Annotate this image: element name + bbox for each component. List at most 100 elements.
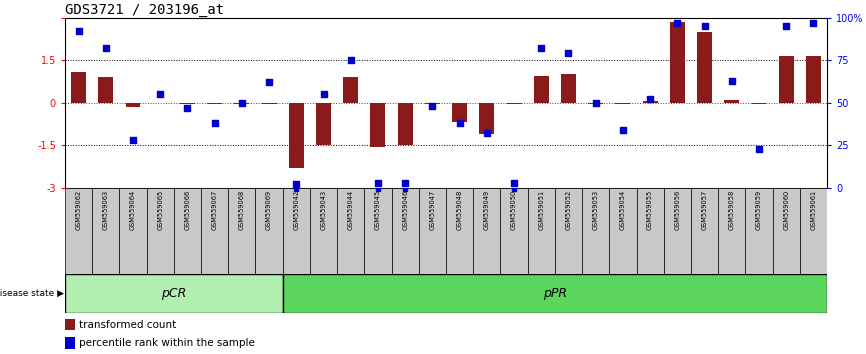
Text: GSM559048: GSM559048 [456, 190, 462, 230]
Bar [616, 103, 630, 104]
Bar [779, 56, 793, 103]
Bar [207, 103, 222, 104]
Point [534, 45, 548, 51]
Bar [92, 188, 120, 274]
Bar [527, 188, 555, 274]
Text: GSM559054: GSM559054 [620, 190, 626, 230]
Bar [371, 103, 385, 147]
Text: GSM559050: GSM559050 [511, 190, 517, 230]
Text: GSM559056: GSM559056 [675, 190, 681, 230]
Bar [71, 72, 86, 103]
Point [643, 96, 657, 102]
Text: disease state ▶: disease state ▶ [0, 289, 64, 298]
Point [779, 23, 793, 29]
Point [616, 127, 630, 133]
Bar [507, 103, 521, 104]
Bar [201, 188, 229, 274]
Point [262, 79, 276, 85]
Bar [146, 188, 174, 274]
Point [72, 28, 86, 34]
Point [208, 120, 222, 126]
Point [235, 100, 249, 105]
Text: GSM559062: GSM559062 [75, 190, 81, 230]
Point [698, 23, 712, 29]
Bar [65, 274, 282, 313]
Bar [806, 56, 821, 103]
Bar [610, 188, 637, 274]
Bar [800, 188, 827, 274]
Bar [310, 188, 337, 274]
Bar [533, 76, 549, 103]
Bar [65, 337, 74, 349]
Bar [561, 74, 576, 103]
Point [453, 120, 467, 126]
Text: GSM559064: GSM559064 [130, 190, 136, 230]
Bar [772, 188, 800, 274]
Bar [691, 188, 718, 274]
Point [289, 181, 303, 187]
Text: GSM559065: GSM559065 [158, 190, 163, 230]
Text: GSM559051: GSM559051 [539, 190, 544, 230]
Bar [337, 188, 365, 274]
Text: GSM559053: GSM559053 [592, 190, 598, 230]
Bar [425, 103, 440, 104]
Point [99, 45, 113, 51]
Text: GSM559063: GSM559063 [103, 190, 109, 230]
Text: GSM559060: GSM559060 [783, 190, 789, 230]
Bar [262, 103, 276, 104]
Bar [397, 103, 412, 145]
Point [398, 180, 412, 185]
Point [806, 20, 820, 25]
Bar [555, 188, 582, 274]
Bar [479, 103, 494, 134]
Bar [697, 32, 712, 103]
Bar [174, 188, 201, 274]
Bar [282, 188, 310, 274]
Text: GSM559066: GSM559066 [184, 190, 191, 230]
Point [752, 146, 766, 152]
Bar [235, 103, 249, 104]
Text: GSM559068: GSM559068 [239, 190, 245, 230]
Point [180, 105, 194, 110]
Bar [473, 188, 501, 274]
Bar [65, 319, 74, 330]
Bar [643, 101, 657, 103]
Bar [724, 100, 740, 103]
Text: transformed count: transformed count [79, 320, 176, 330]
Text: pPR: pPR [543, 287, 567, 300]
Bar [746, 188, 772, 274]
Text: GSM559061: GSM559061 [811, 190, 817, 230]
Bar [120, 188, 146, 274]
Bar [446, 188, 473, 274]
Text: GSM559046: GSM559046 [402, 190, 408, 230]
Text: GDS3721 / 203196_at: GDS3721 / 203196_at [65, 3, 224, 17]
Text: GSM559055: GSM559055 [647, 190, 653, 230]
Bar [255, 188, 282, 274]
Text: GSM559042: GSM559042 [294, 190, 300, 230]
Bar [316, 103, 331, 145]
Text: GSM559047: GSM559047 [430, 190, 436, 230]
Point [317, 91, 331, 97]
Bar [582, 188, 610, 274]
Bar [663, 188, 691, 274]
Bar [419, 188, 446, 274]
Point [561, 51, 575, 56]
Text: GSM559058: GSM559058 [729, 190, 734, 230]
Text: GSM559057: GSM559057 [701, 190, 708, 230]
Point [371, 180, 385, 185]
Point [153, 91, 167, 97]
Text: GSM559069: GSM559069 [266, 190, 272, 230]
Bar [365, 188, 391, 274]
Text: pCR: pCR [161, 287, 186, 300]
Bar [718, 188, 746, 274]
Text: GSM559059: GSM559059 [756, 190, 762, 230]
Point [725, 78, 739, 84]
Bar [501, 188, 527, 274]
Bar [343, 77, 359, 103]
Point [507, 180, 521, 185]
Bar [98, 77, 113, 103]
Point [126, 137, 140, 143]
Bar [588, 103, 603, 104]
Bar [65, 188, 92, 274]
Bar [282, 274, 827, 313]
